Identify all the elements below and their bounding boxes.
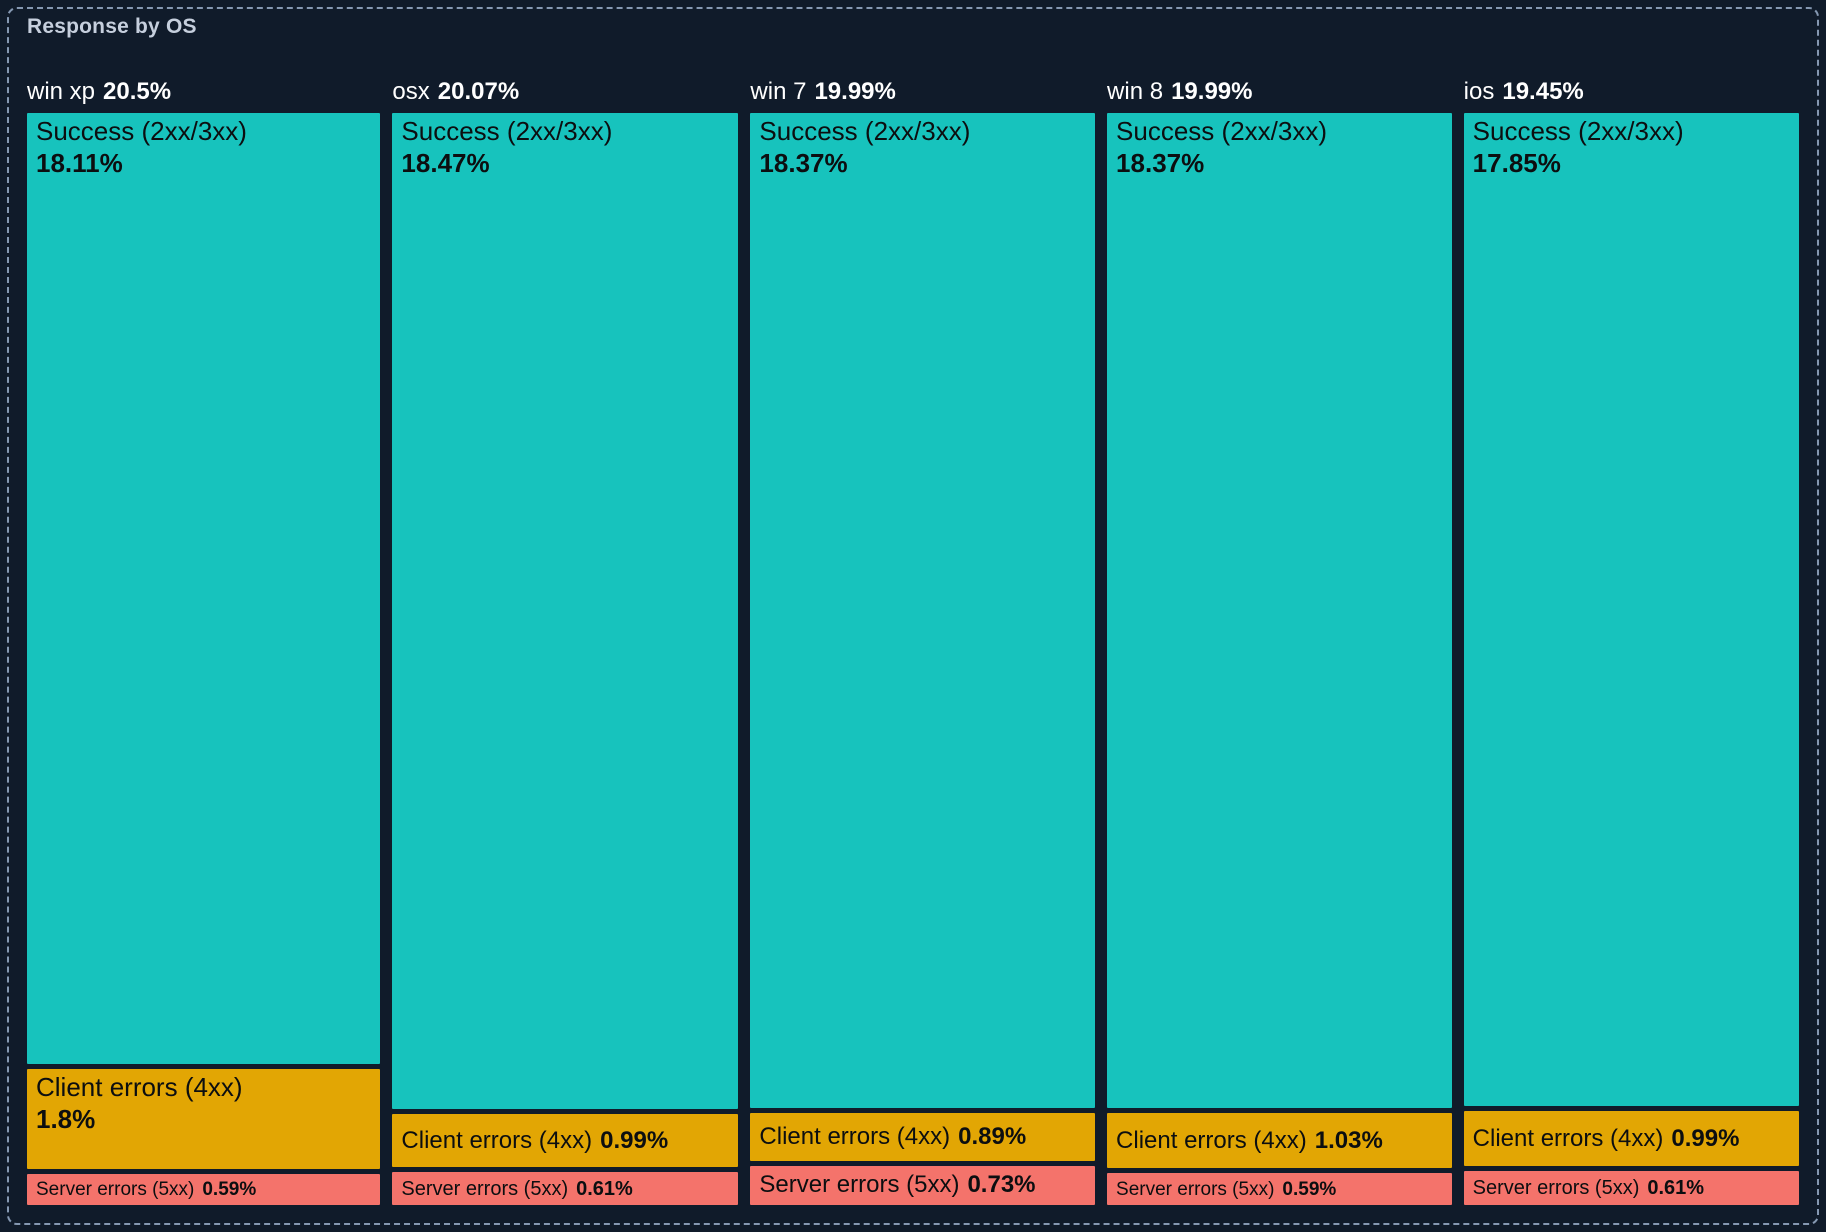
cell-label: Success (2xx/3xx) [401,116,613,146]
treemap-column-win-xp: win xp 20.5% Success (2xx/3xx) 18.11% Client… [27,70,381,1205]
cell-value: 18.37% [1116,147,1205,178]
treemap-cell-server-errors[interactable]: Server errors (5xx) 0.61% [392,1172,739,1205]
cell-label: Server errors (5xx) [759,1171,960,1199]
os-total-percent: 20.07% [437,77,520,105]
cell-value: 1.03% [1314,1126,1383,1154]
cell-value: 18.37% [759,147,848,178]
cell-value: 0.59% [202,1179,257,1201]
cell-value: 0.59% [1282,1178,1337,1200]
cell-label: Success (2xx/3xx) [1472,116,1684,146]
cell-value: 17.85% [1472,147,1561,178]
cell-label: Server errors (5xx) [36,1179,195,1201]
cell-label: Success (2xx/3xx) [36,116,247,146]
cell-value: 0.89% [958,1122,1027,1150]
cell-label: Client errors (4xx) [1472,1124,1664,1152]
cell-label: Client errors (4xx) [759,1122,951,1150]
os-label: win xp [27,77,96,105]
column-blocks: Success (2xx/3xx) 17.85% Client errors (4x… [1463,113,1799,1205]
column-header: win 7 19.99% [750,70,1095,113]
cell-label: Client errors (4xx) [1116,1126,1307,1154]
panel-title: Response by OS [27,15,197,38]
cell-label: Server errors (5xx) [1472,1177,1640,1200]
treemap-column-win-8: win 8 19.99% Success (2xx/3xx) 18.37% Client… [1107,70,1452,1205]
treemap-cell-client-errors[interactable]: Client errors (4xx) 1.03% [1107,1112,1452,1169]
os-total-percent: 19.45% [1502,77,1584,105]
treemap-cell-client-errors[interactable]: Client errors (4xx) 1.8% [27,1069,381,1170]
os-total-percent: 19.99% [1171,77,1253,105]
treemap-cell-success[interactable]: Success (2xx/3xx) 18.47% [392,113,739,1110]
column-header: win xp 20.5% [27,70,380,113]
treemap-cell-client-errors[interactable]: Client errors (4xx) 0.99% [392,1114,739,1168]
cell-value: 0.61% [1647,1177,1705,1200]
column-blocks: Success (2xx/3xx) 18.37% Client errors (4x… [750,113,1096,1205]
os-total-percent: 20.5% [103,77,172,105]
treemap-cell-client-errors[interactable]: Client errors (4xx) 0.89% [750,1112,1096,1161]
os-label: ios [1463,77,1495,105]
treemap-cell-success[interactable]: Success (2xx/3xx) 17.85% [1463,113,1799,1107]
cell-value: 18.11% [36,147,123,178]
treemap-column-ios: ios 19.45% Success (2xx/3xx) 17.85% Client e… [1463,70,1799,1205]
cell-value: 0.61% [576,1177,633,1200]
os-label: win 8 [1107,77,1164,105]
column-blocks: Success (2xx/3xx) 18.47% Client errors (4x… [392,113,739,1205]
cell-label: Server errors (5xx) [401,1177,569,1200]
cell-label: Success (2xx/3xx) [1116,116,1327,146]
cell-label: Client errors (4xx) [401,1126,593,1154]
treemap-cell-server-errors[interactable]: Server errors (5xx) 0.73% [750,1165,1096,1205]
treemap-cell-server-errors[interactable]: Server errors (5xx) 0.61% [1463,1171,1799,1205]
treemap-cell-success[interactable]: Success (2xx/3xx) 18.37% [1107,113,1452,1108]
column-blocks: Success (2xx/3xx) 18.11% Client errors (4x… [27,113,381,1205]
treemap-cell-server-errors[interactable]: Server errors (5xx) 0.59% [1107,1173,1452,1205]
treemap-cell-success[interactable]: Success (2xx/3xx) 18.11% [27,113,381,1065]
column-blocks: Success (2xx/3xx) 18.37% Client errors (4x… [1107,113,1452,1205]
cell-label: Server errors (5xx) [1116,1178,1275,1200]
treemap-cell-success[interactable]: Success (2xx/3xx) 18.37% [750,113,1096,1108]
column-header: osx 20.07% [392,70,738,113]
treemap-cell-client-errors[interactable]: Client errors (4xx) 0.99% [1463,1111,1799,1167]
cell-value: 1.8% [36,1103,96,1134]
cell-label: Success (2xx/3xx) [759,116,971,146]
cell-value: 0.99% [600,1126,669,1154]
os-label: osx [392,77,430,105]
column-header: ios 19.45% [1464,70,1799,113]
column-header: win 8 19.99% [1107,70,1452,113]
cell-value: 0.73% [967,1171,1036,1199]
cell-value: 0.99% [1671,1124,1740,1152]
treemap-column-osx: osx 20.07% Success (2xx/3xx) 18.47% Client e… [392,70,739,1205]
cell-label: Client errors (4xx) [36,1072,243,1103]
response-by-os-treemap: win xp 20.5% Success (2xx/3xx) 18.11% Client… [27,70,1799,1205]
os-label: win 7 [750,77,807,105]
cell-value: 18.47% [401,147,490,178]
treemap-column-win-7: win 7 19.99% Success (2xx/3xx) 18.37% Client… [750,70,1096,1205]
treemap-cell-server-errors[interactable]: Server errors (5xx) 0.59% [27,1174,381,1205]
os-total-percent: 19.99% [814,77,896,105]
